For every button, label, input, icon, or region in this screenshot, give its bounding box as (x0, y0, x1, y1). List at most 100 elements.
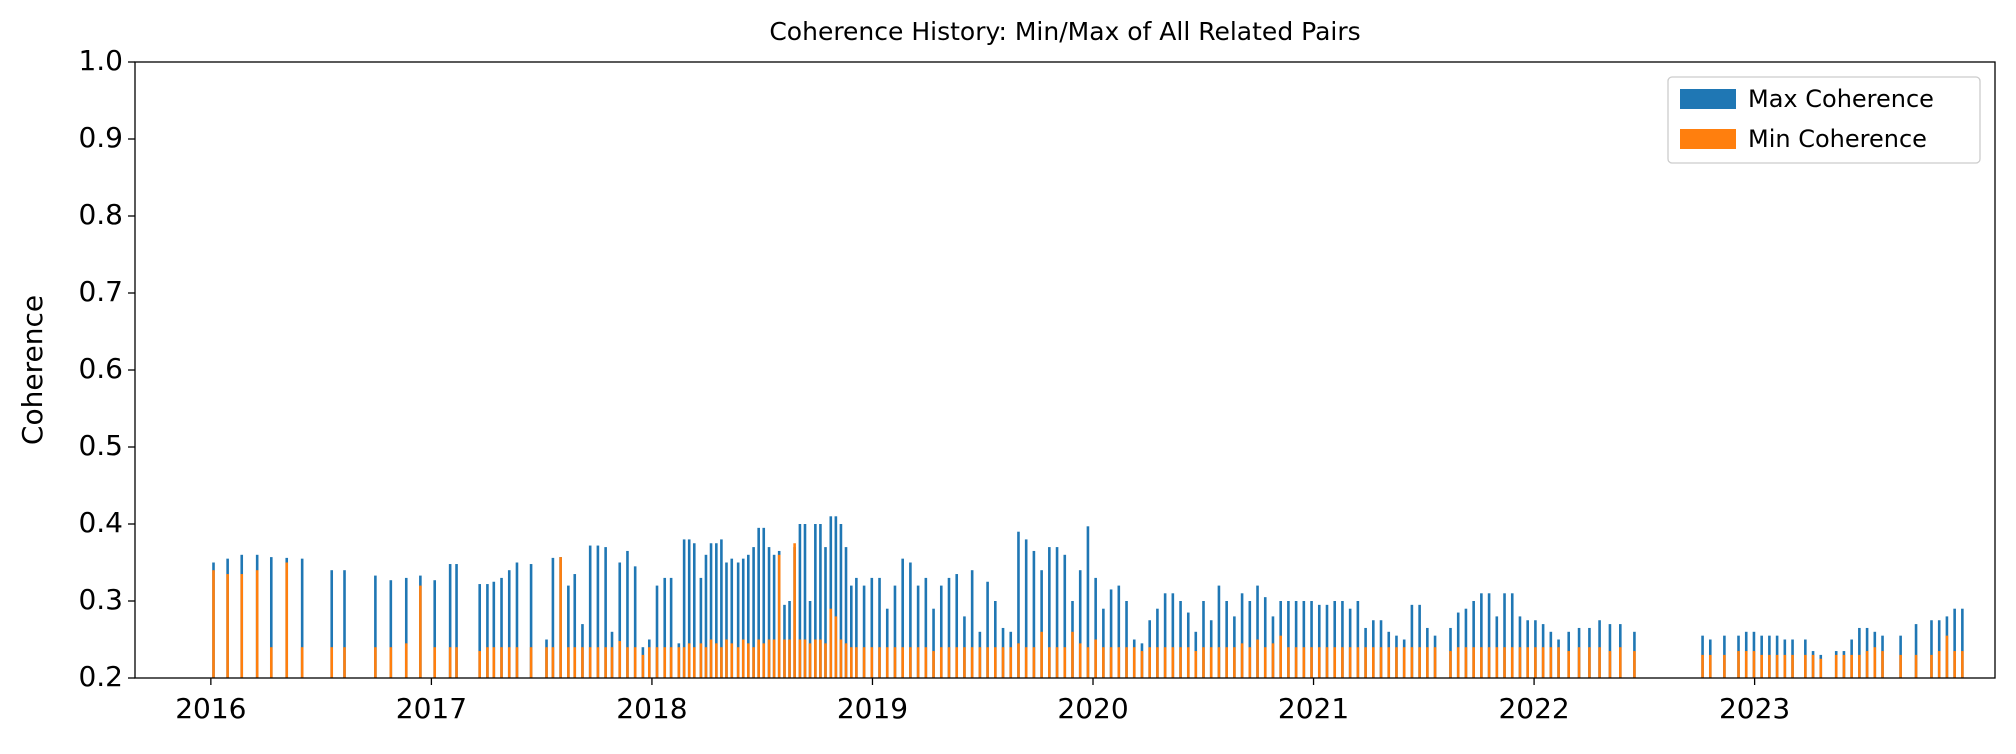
bar (374, 647, 377, 678)
x-tick-label: 2023 (1719, 692, 1790, 725)
bar (788, 639, 791, 678)
bar (374, 575, 377, 678)
bar (916, 647, 920, 678)
bar (1510, 647, 1514, 678)
bar (455, 647, 458, 678)
bar (641, 654, 645, 678)
bar (1487, 593, 1491, 678)
bar (515, 647, 519, 678)
legend: Max Coherence Min Coherence (1667, 76, 1981, 164)
bar (433, 647, 437, 678)
bar (819, 639, 822, 678)
bar (1156, 647, 1159, 678)
bar (551, 647, 555, 678)
bar (647, 647, 651, 678)
bar (212, 570, 215, 678)
bar (1914, 654, 1918, 678)
bar (486, 647, 489, 678)
bar (529, 647, 533, 678)
bar (1418, 647, 1421, 678)
bar (1723, 654, 1726, 678)
bar (343, 570, 346, 678)
bar (1858, 654, 1861, 678)
bar (1410, 647, 1414, 678)
bar (1248, 647, 1252, 678)
bar (1372, 647, 1375, 678)
bar (1287, 601, 1290, 678)
bar (669, 577, 673, 678)
bar (834, 516, 838, 678)
bar (1279, 635, 1282, 678)
bar (1348, 608, 1352, 678)
bar (986, 647, 989, 678)
bar (1109, 589, 1113, 678)
bar (285, 562, 289, 678)
bar (1094, 639, 1097, 678)
bar (1225, 647, 1228, 678)
bar (955, 574, 959, 678)
bar (1356, 647, 1360, 678)
bar (1248, 601, 1252, 678)
bar (1510, 593, 1514, 678)
bar (994, 647, 997, 678)
legend-swatch (1680, 89, 1736, 109)
bar (604, 547, 607, 678)
bar (777, 554, 781, 678)
bar (269, 557, 273, 678)
x-tick-label: 2020 (1057, 692, 1128, 725)
bar (1577, 647, 1581, 678)
bar (1048, 647, 1051, 678)
bar (1588, 647, 1591, 678)
bar (618, 562, 622, 678)
bar (1402, 647, 1406, 678)
bar (834, 616, 838, 678)
bar (1333, 601, 1337, 678)
bar (486, 584, 489, 678)
y-axis-label: Coherence (16, 295, 49, 445)
y-tick-label: 1.0 (78, 44, 123, 77)
bar (1518, 647, 1522, 678)
bar (824, 643, 827, 678)
y-tick-label: 0.5 (78, 429, 123, 462)
bar (1379, 647, 1383, 678)
bar (588, 647, 592, 678)
bar (1209, 647, 1213, 678)
bar (829, 608, 833, 678)
bar (1333, 647, 1337, 678)
bar (1263, 597, 1267, 678)
bar (269, 647, 273, 678)
bar (1341, 601, 1344, 678)
bar (1240, 593, 1244, 678)
bar (1881, 651, 1884, 678)
bar (1032, 647, 1036, 678)
bar (1961, 651, 1964, 678)
bar (692, 647, 696, 678)
bar (829, 516, 833, 678)
bar (932, 651, 935, 678)
bar (1752, 651, 1756, 678)
bar (947, 647, 951, 678)
bar (626, 647, 629, 678)
bar (633, 566, 637, 678)
bar (947, 577, 951, 678)
bar (762, 643, 766, 678)
bar (1456, 612, 1460, 678)
bar (633, 647, 637, 678)
bar (1348, 647, 1352, 678)
bar (663, 647, 667, 678)
bar (1426, 647, 1429, 678)
bar (932, 608, 935, 678)
bar (1961, 608, 1964, 678)
bar (1179, 647, 1182, 678)
bar (626, 550, 629, 678)
plot-area (212, 516, 1964, 678)
bar (1156, 608, 1159, 678)
bar (1117, 585, 1121, 678)
bar (655, 647, 659, 678)
bar (1325, 604, 1329, 678)
bar (704, 647, 708, 678)
bar (1024, 647, 1028, 678)
bar (909, 562, 912, 678)
bar (808, 643, 812, 678)
bar (793, 543, 796, 678)
